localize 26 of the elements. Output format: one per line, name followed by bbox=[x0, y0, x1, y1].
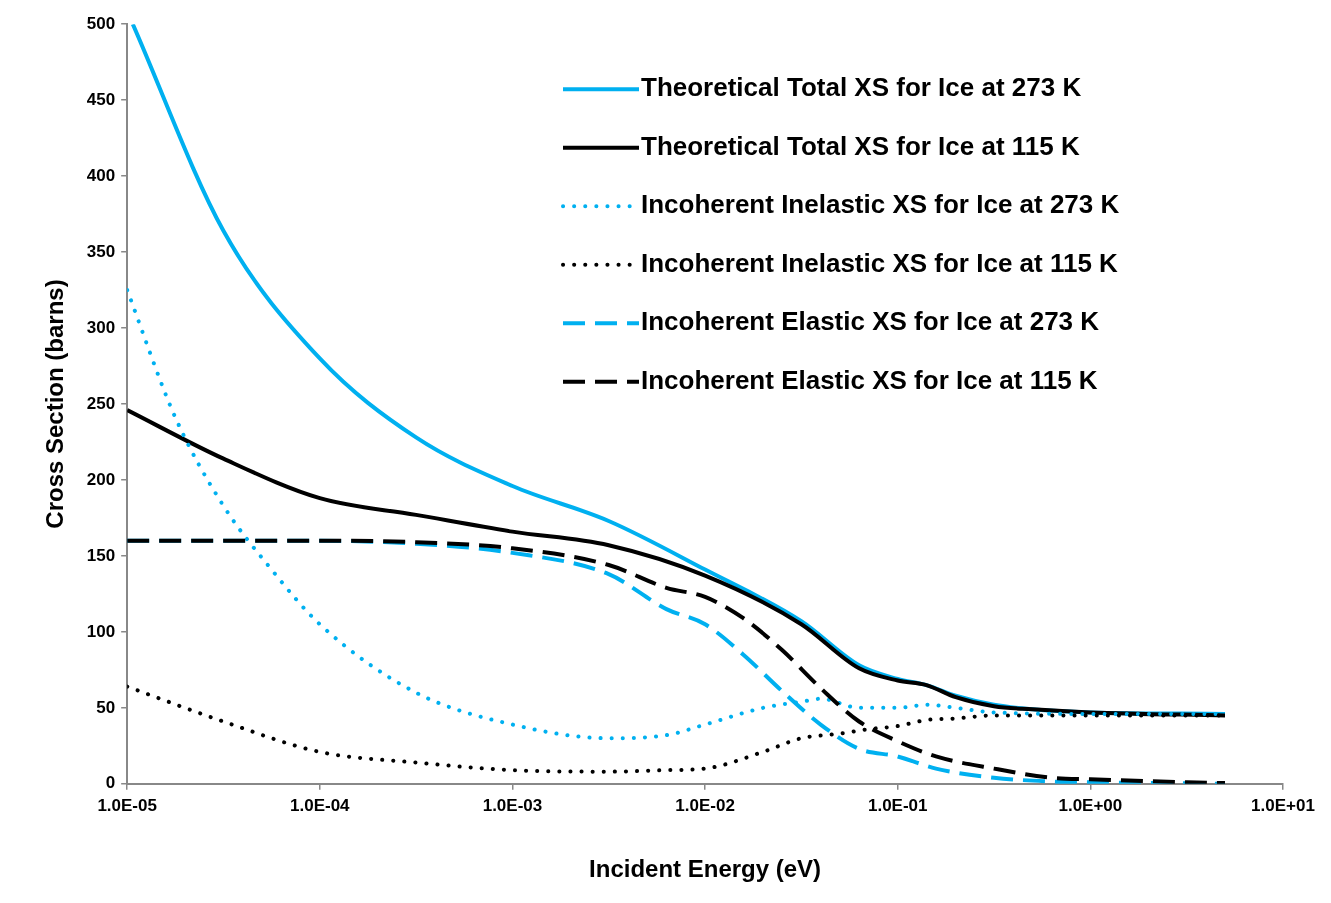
legend-label: Incoherent Inelastic XS for Ice at 115 K bbox=[641, 247, 1119, 278]
y-tick-label: 450 bbox=[86, 89, 116, 109]
x-tick-label: 1.0E+00 bbox=[1058, 795, 1123, 815]
x-tick-label: 1.0E-03 bbox=[482, 795, 543, 815]
y-tick-label: 500 bbox=[86, 13, 116, 33]
y-tick-label: 250 bbox=[86, 393, 116, 413]
x-tick-label: 1.0E+01 bbox=[1251, 795, 1315, 815]
legend-label: Incoherent Elastic XS for Ice at 115 K bbox=[641, 364, 1098, 395]
x-tick-label: 1.0E-05 bbox=[97, 795, 157, 815]
y-tick-label: 200 bbox=[86, 469, 116, 489]
y-tick-label: 100 bbox=[86, 621, 116, 641]
legend-label: Incoherent Elastic XS for Ice at 273 K bbox=[641, 306, 1100, 337]
y-tick-label: 50 bbox=[96, 697, 116, 717]
x-tick-label: 1.0E-01 bbox=[867, 795, 928, 815]
y-tick-label: 350 bbox=[86, 241, 116, 261]
x-tick-label: 1.0E-02 bbox=[675, 795, 735, 815]
y-tick-label: 400 bbox=[86, 165, 116, 185]
y-tick-label: 0 bbox=[105, 773, 116, 793]
legend-label: Theoretical Total XS for Ice at 115 K bbox=[641, 130, 1080, 161]
y-tick-label: 300 bbox=[86, 317, 116, 337]
y-tick-label: 150 bbox=[86, 545, 116, 565]
y-axis-title: Cross Section (barns) bbox=[41, 279, 69, 529]
legend-label: Incoherent Inelastic XS for Ice at 273 K bbox=[641, 189, 1120, 220]
x-axis-title: Incident Energy (eV) bbox=[589, 855, 822, 883]
legend-label: Theoretical Total XS for Ice at 273 K bbox=[641, 72, 1082, 103]
x-tick-label: 1.0E-04 bbox=[290, 795, 351, 815]
